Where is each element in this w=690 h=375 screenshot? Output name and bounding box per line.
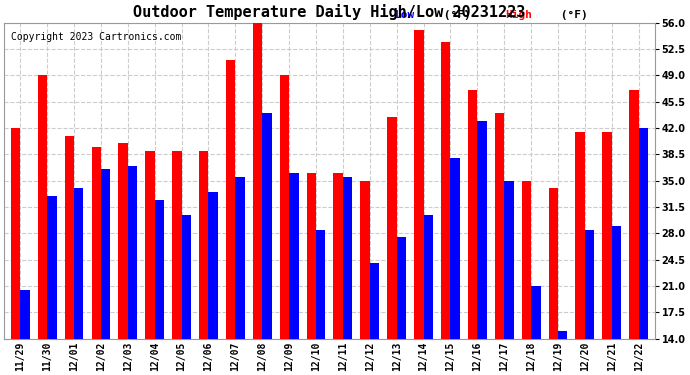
Bar xyxy=(306,173,316,339)
Bar xyxy=(11,128,20,339)
Bar xyxy=(639,128,648,339)
Bar xyxy=(558,331,567,339)
Text: (°F): (°F) xyxy=(554,10,588,20)
Bar xyxy=(199,151,208,339)
Text: (°F): (°F) xyxy=(437,10,471,20)
Bar xyxy=(387,117,397,339)
Bar xyxy=(629,90,639,339)
Title: Outdoor Temperature Daily High/Low 20231223: Outdoor Temperature Daily High/Low 20231… xyxy=(133,4,526,20)
Bar xyxy=(585,230,594,339)
Bar xyxy=(343,177,353,339)
Bar xyxy=(208,192,218,339)
Bar xyxy=(575,132,585,339)
Bar xyxy=(146,151,155,339)
Bar xyxy=(181,214,191,339)
Bar xyxy=(128,166,137,339)
Bar xyxy=(522,181,531,339)
Bar xyxy=(504,181,513,339)
Bar xyxy=(253,15,262,339)
Bar xyxy=(262,113,272,339)
Text: Low: Low xyxy=(395,10,415,20)
Bar xyxy=(119,143,128,339)
Bar xyxy=(172,151,181,339)
Bar xyxy=(451,158,460,339)
Bar xyxy=(235,177,245,339)
Text: High: High xyxy=(505,9,532,20)
Bar xyxy=(74,188,83,339)
Bar xyxy=(549,188,558,339)
Text: Copyright 2023 Cartronics.com: Copyright 2023 Cartronics.com xyxy=(10,32,181,42)
Bar xyxy=(279,75,289,339)
Bar xyxy=(226,60,235,339)
Bar xyxy=(495,113,504,339)
Bar xyxy=(101,170,110,339)
Bar xyxy=(441,42,451,339)
Bar xyxy=(612,226,621,339)
Bar xyxy=(370,264,380,339)
Bar xyxy=(20,290,30,339)
Bar xyxy=(155,200,164,339)
Bar xyxy=(602,132,612,339)
Bar xyxy=(92,147,101,339)
Bar xyxy=(289,173,299,339)
Bar xyxy=(424,214,433,339)
Bar xyxy=(477,120,486,339)
Bar xyxy=(316,230,326,339)
Bar xyxy=(397,237,406,339)
Bar xyxy=(414,30,424,339)
Bar xyxy=(360,181,370,339)
Bar xyxy=(468,90,477,339)
Bar xyxy=(38,75,47,339)
Bar xyxy=(531,286,540,339)
Bar xyxy=(65,136,74,339)
Bar xyxy=(47,196,57,339)
Bar xyxy=(333,173,343,339)
